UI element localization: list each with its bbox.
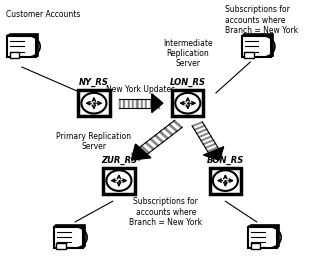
Polygon shape (154, 99, 155, 108)
Polygon shape (150, 99, 151, 108)
Text: Intermediate
Replication
Server: Intermediate Replication Server (163, 38, 213, 68)
Polygon shape (198, 131, 208, 136)
FancyBboxPatch shape (78, 90, 110, 116)
Polygon shape (194, 125, 205, 131)
Polygon shape (121, 99, 122, 108)
Text: ZUR_RS: ZUR_RS (101, 156, 137, 165)
Polygon shape (133, 151, 142, 159)
Polygon shape (136, 149, 145, 157)
Polygon shape (201, 136, 212, 141)
Text: BON_RS: BON_RS (207, 156, 244, 165)
Polygon shape (205, 143, 216, 149)
Polygon shape (131, 153, 140, 161)
Polygon shape (193, 124, 204, 129)
Polygon shape (208, 149, 219, 154)
Polygon shape (138, 148, 147, 155)
Text: Subscriptions for
accounts where
Branch = New York: Subscriptions for accounts where Branch … (225, 5, 299, 35)
Polygon shape (141, 146, 149, 154)
Polygon shape (130, 99, 131, 108)
Polygon shape (161, 99, 162, 108)
Polygon shape (145, 99, 146, 108)
Polygon shape (213, 156, 223, 161)
Polygon shape (152, 137, 161, 144)
Text: LON_RS: LON_RS (170, 78, 206, 87)
FancyBboxPatch shape (9, 34, 38, 55)
Polygon shape (169, 124, 177, 132)
FancyBboxPatch shape (172, 90, 203, 116)
FancyBboxPatch shape (54, 227, 83, 248)
Polygon shape (206, 145, 217, 150)
Polygon shape (171, 122, 180, 130)
FancyBboxPatch shape (210, 168, 241, 194)
FancyBboxPatch shape (244, 52, 254, 58)
Text: Subscriptions for
accounts where
Branch = New York: Subscriptions for accounts where Branch … (129, 197, 203, 227)
FancyBboxPatch shape (8, 36, 36, 57)
Polygon shape (156, 99, 157, 108)
FancyBboxPatch shape (56, 225, 85, 246)
Text: NY_RS: NY_RS (79, 78, 109, 87)
Polygon shape (204, 142, 215, 147)
Polygon shape (143, 99, 144, 108)
FancyBboxPatch shape (103, 168, 135, 194)
FancyBboxPatch shape (55, 226, 85, 247)
FancyBboxPatch shape (242, 36, 271, 57)
Polygon shape (145, 142, 154, 150)
Polygon shape (173, 120, 182, 128)
Polygon shape (192, 122, 203, 127)
Polygon shape (202, 138, 213, 143)
Polygon shape (200, 134, 210, 140)
Polygon shape (119, 99, 120, 108)
Polygon shape (152, 99, 153, 108)
Polygon shape (147, 140, 156, 148)
Polygon shape (147, 99, 149, 108)
Polygon shape (210, 151, 220, 156)
Polygon shape (136, 99, 138, 108)
Polygon shape (164, 128, 173, 135)
Polygon shape (152, 94, 163, 112)
Polygon shape (128, 99, 129, 108)
FancyBboxPatch shape (56, 243, 66, 249)
Circle shape (81, 93, 106, 114)
FancyBboxPatch shape (243, 35, 272, 57)
Polygon shape (157, 133, 166, 141)
FancyBboxPatch shape (8, 35, 38, 57)
Polygon shape (199, 133, 209, 138)
Circle shape (106, 170, 131, 191)
Circle shape (213, 170, 238, 191)
Polygon shape (166, 126, 175, 134)
FancyBboxPatch shape (250, 243, 260, 249)
FancyBboxPatch shape (250, 225, 280, 246)
Polygon shape (159, 131, 168, 139)
Text: Customer Accounts: Customer Accounts (6, 10, 81, 19)
FancyBboxPatch shape (244, 34, 273, 55)
Polygon shape (162, 130, 171, 137)
Polygon shape (195, 127, 206, 132)
Polygon shape (203, 147, 224, 160)
Circle shape (175, 93, 200, 114)
Polygon shape (197, 129, 207, 134)
Polygon shape (208, 147, 218, 152)
Polygon shape (158, 99, 160, 108)
Polygon shape (134, 99, 135, 108)
FancyBboxPatch shape (249, 227, 277, 248)
Polygon shape (132, 99, 133, 108)
Polygon shape (143, 144, 152, 152)
Polygon shape (155, 135, 163, 143)
Text: New York Updates: New York Updates (106, 85, 175, 94)
Polygon shape (123, 99, 125, 108)
Polygon shape (141, 99, 142, 108)
FancyBboxPatch shape (9, 52, 19, 58)
Text: Primary Replication
Server: Primary Replication Server (56, 132, 131, 151)
Polygon shape (212, 154, 223, 159)
Polygon shape (203, 140, 214, 145)
Polygon shape (131, 144, 151, 160)
Polygon shape (150, 139, 159, 146)
Polygon shape (129, 155, 138, 163)
Polygon shape (211, 152, 221, 158)
FancyBboxPatch shape (249, 226, 279, 247)
Polygon shape (139, 99, 140, 108)
